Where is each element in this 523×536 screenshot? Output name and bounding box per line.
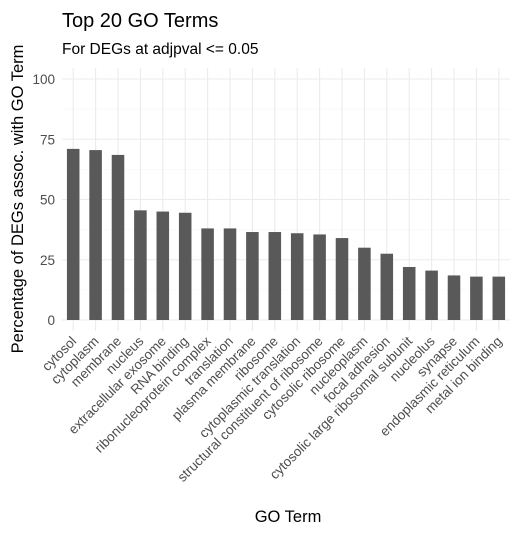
bar bbox=[201, 228, 214, 320]
bar bbox=[223, 228, 237, 320]
bar bbox=[447, 275, 461, 320]
chart-title: Top 20 GO Terms bbox=[62, 10, 218, 32]
y-tick-label: 50 bbox=[40, 193, 55, 208]
y-axis-title: Percentage of DEGs assoc. with GO Term bbox=[9, 45, 27, 354]
bar bbox=[178, 212, 192, 320]
bar bbox=[89, 150, 102, 320]
y-tick-label: 0 bbox=[47, 313, 55, 328]
bar bbox=[290, 233, 304, 320]
bar bbox=[268, 232, 282, 320]
bar bbox=[111, 154, 125, 320]
bars bbox=[66, 148, 506, 320]
bar bbox=[66, 148, 80, 320]
bar bbox=[134, 210, 147, 320]
chart-subtitle: For DEGs at adjpval <= 0.05 bbox=[62, 41, 258, 58]
bar bbox=[156, 211, 170, 320]
bar bbox=[335, 238, 349, 320]
y-tick-label: 75 bbox=[40, 132, 55, 147]
bar bbox=[358, 247, 371, 320]
bar bbox=[425, 270, 438, 320]
bar bbox=[402, 266, 416, 320]
bar bbox=[380, 253, 394, 320]
x-axis-title: GO Term bbox=[255, 508, 322, 526]
bar bbox=[246, 232, 259, 320]
y-tick-label: 100 bbox=[32, 72, 55, 87]
y-tick-label: 25 bbox=[40, 253, 55, 268]
bar bbox=[470, 276, 483, 320]
bar bbox=[313, 234, 326, 320]
bar bbox=[492, 276, 506, 320]
y-tick-labels: 0 25 50 75 100 bbox=[32, 72, 55, 328]
